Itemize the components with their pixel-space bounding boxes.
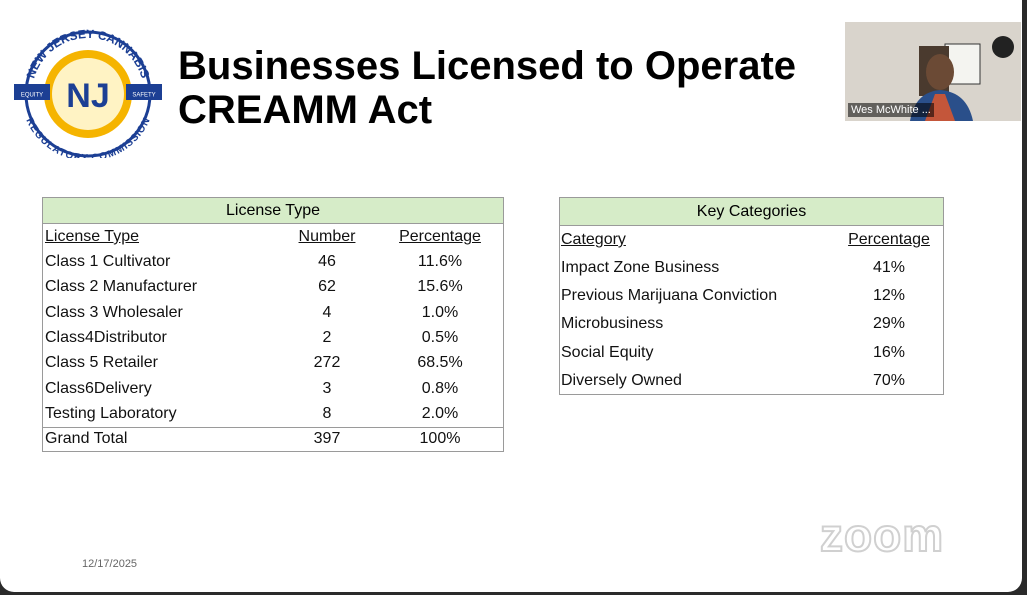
table-cell: 0.5%	[421, 328, 459, 346]
table-cell: 2.0%	[421, 404, 459, 422]
table-cell: Previous Marijuana Conviction	[561, 287, 778, 305]
table-cell: Class4Distributor	[45, 328, 167, 346]
total-cell: Grand Total	[45, 430, 128, 447]
column-header: Percentage	[399, 228, 481, 245]
column-header: Number	[298, 228, 356, 245]
table-cell: Class 3 Wholesaler	[45, 303, 183, 321]
table-title: Key Categories	[560, 198, 943, 226]
table-cell: Class 1 Cultivator	[45, 253, 171, 270]
table-cell: 15.6%	[417, 278, 463, 296]
table-cell: 272	[313, 354, 341, 372]
table-cell: Impact Zone Business	[561, 259, 720, 276]
logo: NEW JERSEY CANNABIS REGULATORY COMMISSIO…	[14, 28, 162, 158]
table-cell: 8	[322, 404, 332, 422]
table-cell: 0.8%	[421, 379, 459, 397]
table-cell: 11.6%	[417, 253, 463, 270]
slide-title-line: CREAMM Act	[178, 88, 433, 132]
table-title: License Type	[43, 198, 503, 224]
table-cell: Testing Laboratory	[45, 404, 177, 422]
table-cell: 62	[318, 278, 336, 296]
table-cell: 41%	[872, 259, 906, 276]
participant-name: Wes McWhite ...	[848, 103, 934, 117]
table-cell: Class 2 Manufacturer	[45, 278, 198, 296]
table-cell: Diversely Owned	[561, 371, 682, 389]
total-divider	[43, 427, 503, 428]
column-header: Percentage	[848, 231, 930, 248]
categories-table: Key Categories Category Percentage Impact …	[559, 197, 944, 395]
column-header: Category	[561, 231, 626, 248]
logo-left-text: EQUITY	[21, 93, 43, 99]
table-cell: 68.5%	[417, 354, 463, 372]
table-cell: 70%	[872, 371, 906, 389]
zoom-watermark: zoom	[819, 508, 945, 562]
logo-right-text: SAFETY	[132, 93, 155, 99]
license-table: License Type License Type Number Percentag…	[42, 197, 504, 452]
slide-date: 12/17/2025	[82, 558, 138, 570]
table-cell: Class 5 Retailer	[45, 354, 158, 372]
table-cell: 12%	[872, 287, 906, 305]
table-cell: Microbusiness	[561, 315, 664, 333]
table-cell: 1.0%	[421, 303, 459, 321]
video-tile: Wes McWhite ...	[845, 22, 1021, 121]
table-cell: Social Equity	[561, 343, 654, 361]
table-cell: 4	[322, 303, 332, 321]
table-cell: Class6Delivery	[45, 379, 152, 397]
table-cell: 2	[322, 328, 332, 346]
video-feed	[910, 36, 1014, 121]
logo-center: NJ	[66, 77, 109, 115]
table-cell: 3	[322, 379, 332, 397]
table-cell: 29%	[872, 315, 906, 333]
total-cell: 397	[313, 430, 341, 447]
table-cell: 46	[318, 253, 336, 270]
table-cell: 16%	[872, 343, 906, 361]
column-header: License Type	[45, 228, 139, 245]
slide-title-line: Businesses Licensed to Operate	[178, 44, 797, 88]
total-cell: 100%	[419, 430, 461, 447]
